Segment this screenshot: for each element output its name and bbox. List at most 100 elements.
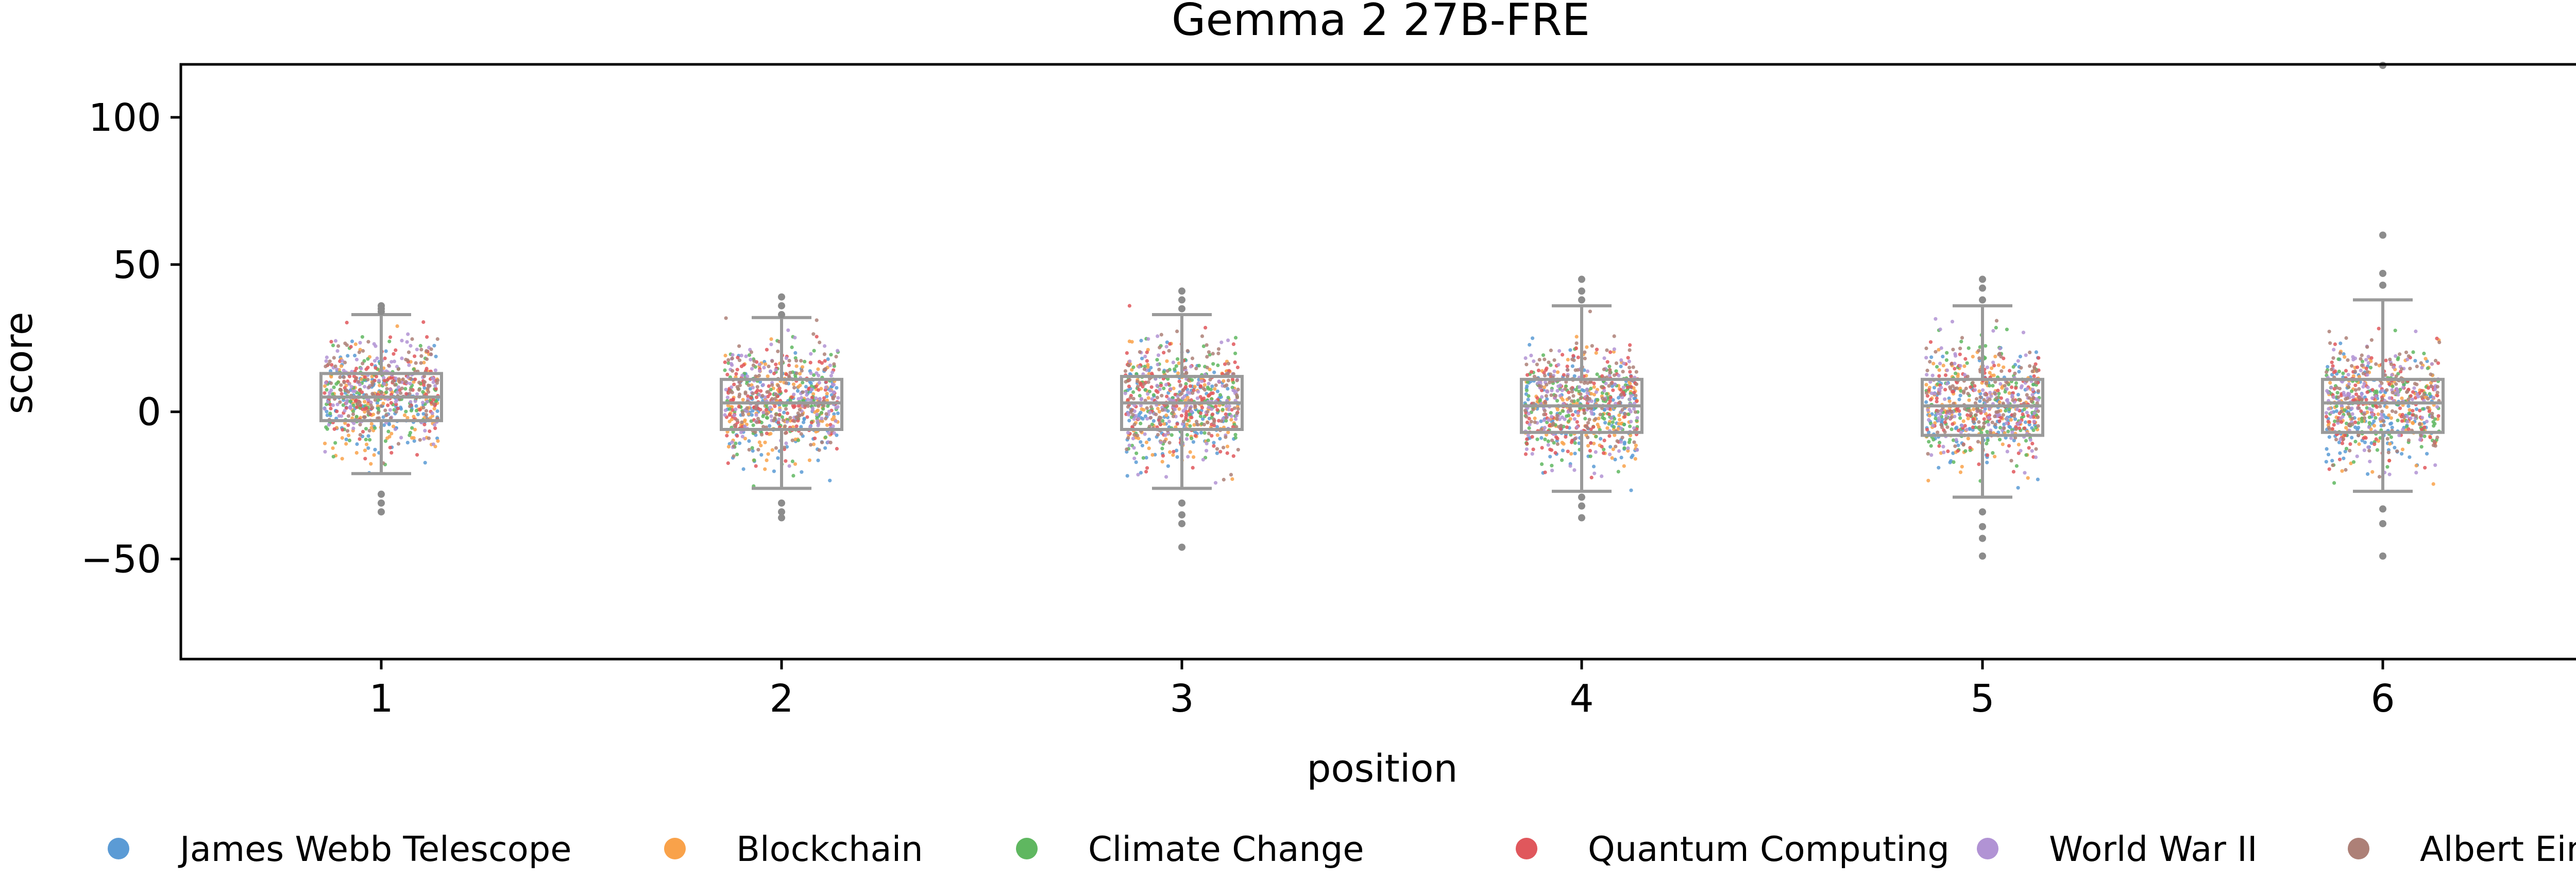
point [1932,386,1936,390]
point [357,379,361,384]
point [1226,387,1230,391]
point [1191,391,1195,395]
point [1629,374,1633,378]
point [823,344,827,348]
point [1222,445,1226,450]
point [1598,412,1602,417]
point [2414,414,2418,418]
point [2378,404,2382,408]
point [1971,428,1975,432]
point [725,434,729,438]
point [749,350,753,354]
point [776,456,780,460]
point [1190,356,1195,360]
point [1130,340,1134,344]
point [2014,464,2019,468]
point [1548,455,1552,459]
point [1926,478,1930,482]
point [432,423,437,427]
point [2379,412,2383,417]
point [815,335,819,339]
point [2387,472,2392,476]
point [1961,419,1965,423]
point [403,379,408,384]
point [724,388,728,392]
point [1954,354,1958,358]
point [1176,371,1180,375]
point [2411,350,2415,354]
point [2360,398,2364,402]
point [1127,304,1131,308]
point [1953,386,1957,390]
point [1181,419,1185,423]
point [1924,346,1928,351]
point [1225,383,1229,387]
point [2414,463,2418,468]
point [1161,419,1165,423]
point [2406,427,2411,432]
point [2324,460,2328,464]
point [1206,409,1210,414]
point [1235,411,1239,416]
point [1146,363,1150,367]
point [1930,373,1935,377]
outlier [778,302,785,309]
point [430,411,434,416]
point [1963,407,1967,411]
point [342,375,346,379]
point [1561,448,1565,453]
point [403,387,408,391]
point [2332,423,2336,427]
point [408,392,412,396]
point [1155,358,1159,362]
point [2360,364,2364,368]
point [1156,334,1160,338]
point [800,369,804,373]
point [1187,378,1191,383]
point [802,420,806,424]
point [346,423,350,427]
point [406,332,410,336]
point [726,358,731,362]
point [2380,415,2384,420]
point [1540,446,1544,450]
point [340,457,344,461]
point [1629,434,1633,438]
point [1188,406,1192,410]
point [416,412,420,417]
point [788,371,792,375]
point [366,366,370,370]
point [363,385,367,389]
point [1963,449,1968,453]
point [2415,383,2419,387]
point [2324,415,2329,419]
point [1993,354,1997,359]
point [749,396,753,400]
point [426,390,431,394]
point [1543,470,1547,474]
point [2012,414,2016,418]
point [835,446,839,451]
point [1132,456,1137,460]
point [1141,456,1145,460]
point [2019,448,2023,453]
point [2023,420,2028,424]
point [1171,410,1175,415]
point [1605,426,1609,430]
point [1628,370,1632,374]
point [2324,411,2329,415]
point [749,357,753,362]
point [2009,436,2013,440]
point [1126,398,1130,402]
point [2433,387,2437,391]
point [333,339,338,343]
point [1205,441,1209,446]
point [1167,441,1172,445]
point [359,403,363,407]
point [1134,460,1138,464]
point [2369,441,2374,445]
point [765,432,769,436]
point [1550,423,1554,427]
point [376,411,380,415]
point [2426,396,2430,401]
